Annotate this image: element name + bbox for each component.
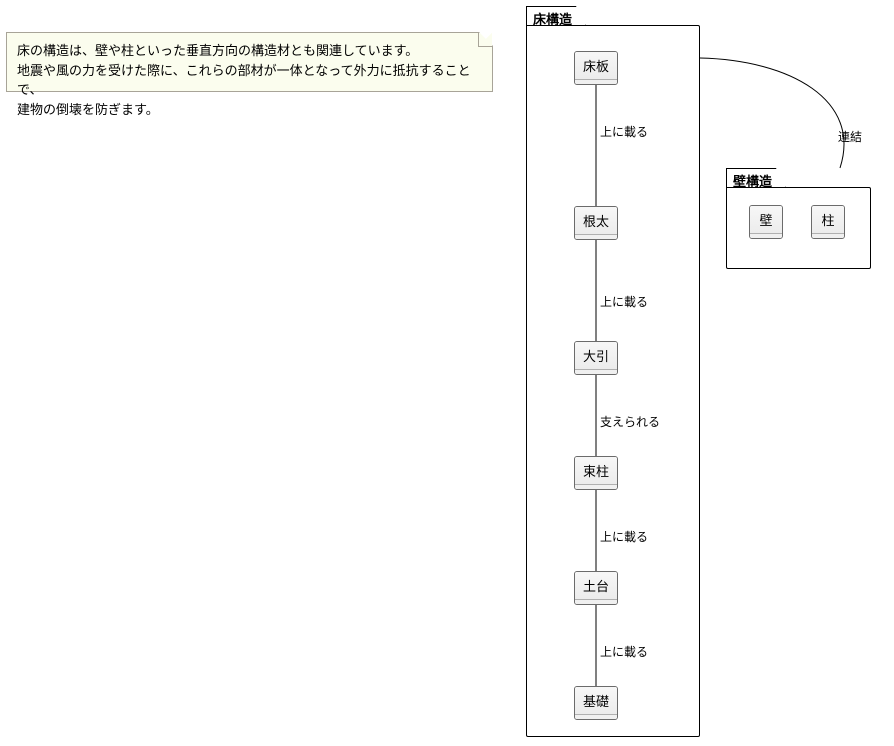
class-label: 根太 [575,207,617,235]
class-kabe: 壁 [749,205,783,239]
class-kiso: 基礎 [574,686,618,720]
class-label: 壁 [750,206,782,234]
class-dodai: 土台 [574,571,618,605]
class-obiki: 大引 [574,341,618,375]
edge [700,58,844,168]
class-body [575,485,617,490]
edge-label: 連結 [838,128,862,145]
class-neda: 根太 [574,206,618,240]
note-line: 地震や風の力を受けた際に、これらの部材が一体となって外力に抵抗することで、 [17,61,482,100]
edge-label: 上に載る [600,528,648,545]
package-floor-tab: 床構造 [526,6,586,26]
class-hashira: 柱 [811,205,845,239]
package-wall-tab: 壁構造 [726,168,786,188]
class-tsuka: 束柱 [574,456,618,490]
note-fold-line [478,33,492,47]
edge-label: 上に載る [600,643,648,660]
class-label: 束柱 [575,457,617,485]
note-line: 建物の倒壊を防ぎます。 [17,100,482,120]
class-body [575,715,617,720]
class-body [575,370,617,375]
class-label: 大引 [575,342,617,370]
class-label: 床板 [575,52,617,80]
package-wall-body [726,187,871,269]
class-body [575,600,617,605]
note: 床の構造は、壁や柱といった垂直方向の構造材とも関連しています。 地震や風の力を受… [6,32,493,92]
class-body [575,80,617,85]
class-body [750,234,782,239]
class-body [575,235,617,240]
class-label: 柱 [812,206,844,234]
class-label: 土台 [575,572,617,600]
note-line: 床の構造は、壁や柱といった垂直方向の構造材とも関連しています。 [17,41,482,61]
edge-label: 支えられる [600,413,660,430]
class-body [812,234,844,239]
class-floorboard: 床板 [574,51,618,85]
edge-label: 上に載る [600,293,648,310]
edge-label: 上に載る [600,123,648,140]
class-label: 基礎 [575,687,617,715]
